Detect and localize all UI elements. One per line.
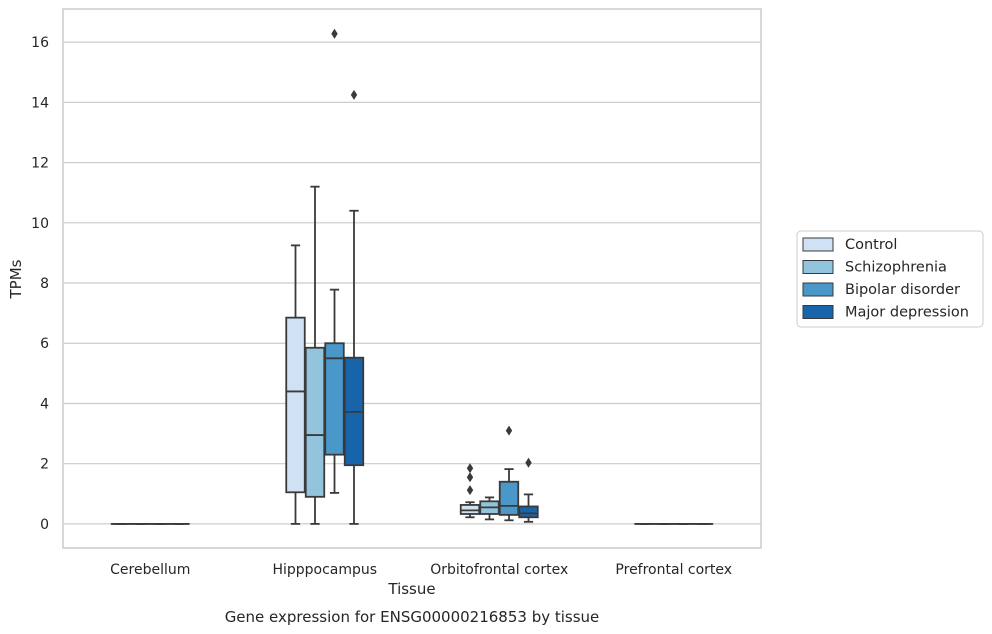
box-control (459, 463, 481, 519)
legend-label: Major depression (845, 305, 969, 321)
box-control (285, 244, 306, 525)
y-tick-label: 16 (31, 35, 49, 51)
box-schizophrenia (304, 185, 326, 525)
grid-lines (63, 41, 761, 525)
box-major-depression (518, 457, 539, 523)
y-tick-label: 4 (40, 396, 49, 412)
legend-swatch (802, 237, 834, 252)
legend-swatch (802, 305, 834, 319)
x-tick-label: Prefrontal cortex (615, 562, 732, 578)
box-schizophrenia (479, 496, 500, 521)
box-bipolar-disorder (498, 425, 520, 522)
y-tick-label: 10 (31, 216, 49, 232)
x-axis-title: Tissue (387, 580, 435, 598)
box-iqr (304, 346, 326, 498)
x-tick-label: Hipppocampus (272, 562, 377, 578)
legend-label: Schizophrenia (845, 260, 947, 276)
y-axis-ticks: 0 2 4 6 8 10 12 14 16 (31, 35, 49, 533)
y-tick-label: 12 (31, 156, 49, 172)
outlier-point (505, 425, 513, 436)
legend-label: Bipolar disorder (845, 282, 960, 298)
plot-frame (62, 8, 762, 549)
box-iqr (518, 505, 539, 519)
y-tick-label: 0 (40, 517, 49, 533)
outlier-point (466, 472, 474, 483)
box-bipolar-disorder (324, 28, 345, 494)
outlier-point (331, 28, 338, 39)
y-axis-title: TPMs (7, 259, 25, 299)
legend-frame (796, 230, 984, 328)
x-tick-label: Orbitofrontal cortex (430, 562, 568, 578)
box-iqr (498, 480, 520, 516)
legend-swatch (802, 282, 834, 297)
outlier-point (350, 89, 358, 100)
x-axis-ticks: Cerebellum Hipppocampus Orbitofrontal cort… (110, 562, 732, 578)
legend-swatch (802, 260, 834, 274)
y-tick-label: 8 (40, 276, 49, 292)
outlier-point (466, 463, 474, 474)
y-tick-label: 6 (40, 336, 49, 352)
outlier-point (466, 485, 474, 496)
box-iqr (459, 504, 481, 515)
box-iqr (324, 342, 345, 456)
box-iqr (285, 316, 306, 494)
legend-label: Control (845, 237, 897, 253)
outlier-point (525, 457, 532, 468)
box-major-depression (343, 89, 365, 525)
box-series (110, 28, 714, 525)
figure-caption: Gene expression for ENSG00000216853 by t… (225, 608, 600, 626)
y-tick-label: 14 (31, 95, 49, 111)
x-tick-label: Cerebellum (110, 562, 190, 578)
legend: Control Schizophrenia Bipolar disorder Majo… (796, 230, 984, 328)
y-tick-label: 2 (40, 457, 49, 473)
